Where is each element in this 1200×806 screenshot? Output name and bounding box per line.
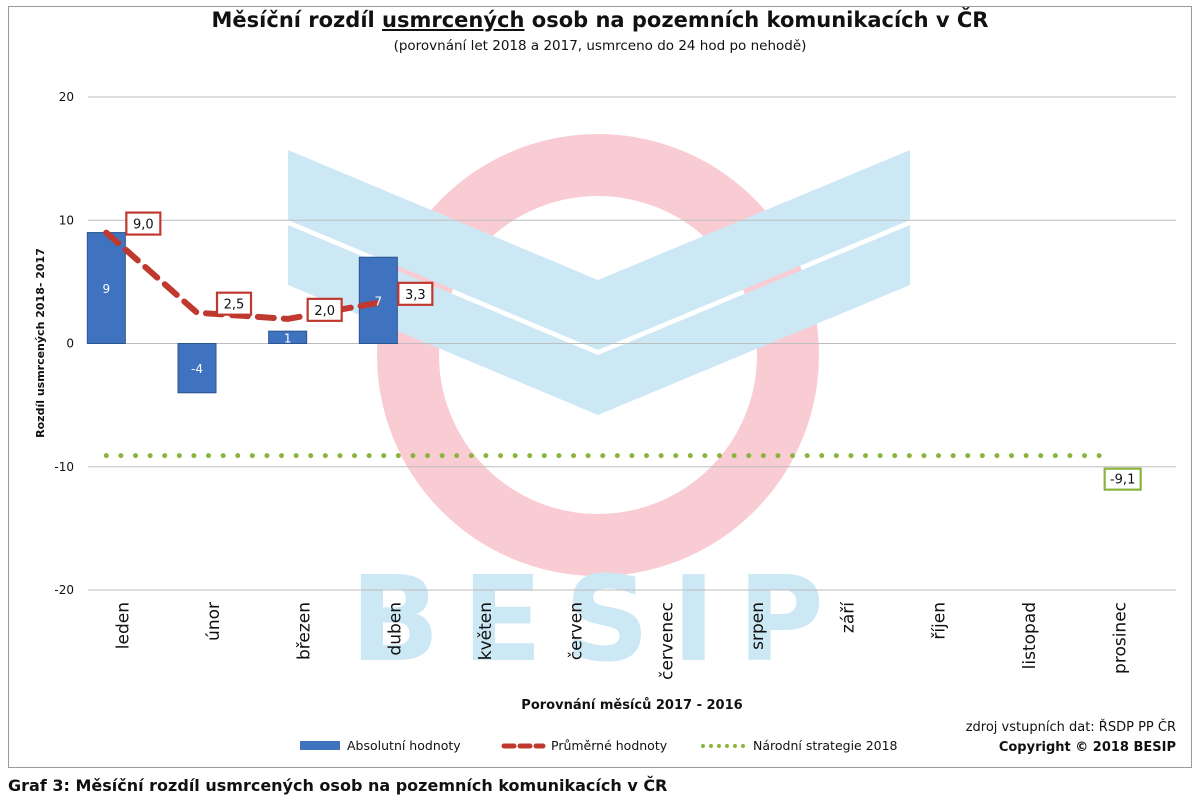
x-tick-label: květen [476,602,496,660]
bar-value-label: 1 [284,331,292,345]
watermark-chevron-bottom [288,225,910,415]
x-tick-label: listopad [1020,602,1040,669]
x-tick-label: prosinec [1111,602,1131,674]
source-note: zdroj vstupních dat: ŘSDP PP ČR [966,719,1176,735]
average-value-box [306,297,343,322]
average-value-box [215,291,253,316]
bar [268,330,308,344]
x-tick-label: červen [567,602,587,660]
copyright-note: Copyright © 2018 BESIP [999,740,1176,755]
x-tick-label: březen [295,602,315,660]
legend-label-dotted: Národní strategie 2018 [753,738,898,753]
bar-series [86,232,398,394]
title-part-1: Měsíční rozdíl [211,8,383,32]
x-axis-title: Porovnání měsíců 2017 - 2016 [521,698,742,713]
besip-watermark: BESIP [288,134,910,688]
chart-subtitle: (porovnání let 2018 a 2017, usmrceno do … [393,38,807,54]
target-value-box [1103,467,1142,491]
legend-swatch-bar [300,741,340,750]
title-part-3: osob na pozemních komunikacích v ČR [524,8,989,32]
bar-value-label: 9 [103,282,111,296]
y-tick-label: 0 [66,337,74,351]
average-value-box [125,211,162,236]
data-labels: 9 -4 1 7 9,0 2,5 2,0 3,3 -9,1 [103,211,1142,491]
legend-label-bar: Absolutní hodnoty [347,738,461,753]
x-tick-labels: leden únor březen duben květen červen červenec… [113,601,1130,680]
watermark-chevron-top [288,150,910,350]
average-value-box [397,281,434,306]
y-tick-label: -10 [54,460,74,474]
chart-title-block: Měsíční rozdíl usmrcených osob na pozemn… [0,8,1200,54]
x-tick-label: duben [385,602,405,656]
y-tick-label: -20 [54,583,74,597]
y-axis-title: Rozdíl usmrcených 2018- 2017 [34,248,47,438]
chart-title: Měsíční rozdíl usmrcených osob na pozemn… [0,8,1200,32]
bar-value-label: -4 [191,362,203,376]
x-tick-label: září [839,601,859,633]
watermark-text: BESIP [350,550,846,688]
y-tick-label: 10 [59,213,74,227]
bar [86,232,126,344]
y-tick-labels: 20 10 0 -10 -20 [54,90,74,597]
bar [177,343,217,394]
bar-value-label: 7 [375,294,383,308]
target-value-label: -9,1 [1110,473,1135,488]
bar [358,256,398,345]
average-value-label: 2,5 [224,298,245,313]
x-tick-label: únor [204,602,224,641]
x-tick-label: leden [113,602,133,649]
figure-caption: Graf 3: Měsíční rozdíl usmrcených osob n… [8,776,668,795]
watermark-ring [377,134,819,576]
x-tick-label: říjen [929,602,949,640]
average-value-label: 2,0 [314,304,335,319]
legend-label-line: Průměrné hodnoty [551,738,668,753]
average-value-label: 9,0 [133,218,154,233]
title-part-underlined: usmrcených [382,8,525,32]
average-value-label: 3,3 [405,288,426,303]
x-tick-label: červenec [657,602,677,680]
x-tick-label: srpen [748,602,768,650]
y-tick-label: 20 [59,90,74,104]
legend: Absolutní hodnoty Průměrné hodnoty Národ… [300,738,898,753]
